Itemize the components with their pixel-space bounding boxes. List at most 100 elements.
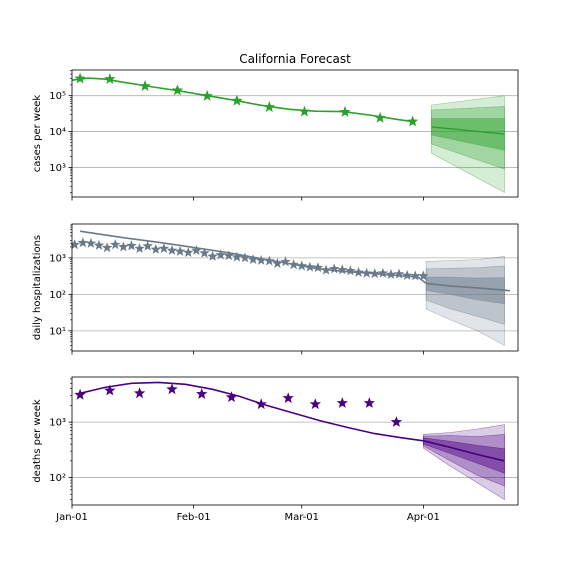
observed-point [85, 237, 97, 248]
observed-point [256, 255, 267, 265]
observed-point [361, 267, 372, 278]
observed-point [110, 239, 121, 250]
forecast-median-line [426, 282, 505, 291]
observed-point [304, 261, 316, 272]
observed-point [199, 247, 210, 258]
observed-point [215, 249, 226, 260]
y-axis-label: daily hospitalizations [32, 235, 43, 340]
observed-point [393, 268, 405, 279]
observed-point [101, 242, 113, 253]
observed-point [247, 254, 259, 264]
panel-1: 10¹ 10² 10³ daily hospitalizations [32, 223, 519, 355]
panels: 10³ 10⁴ 10⁵ cases per week 10¹ 10² 10³ daily ho… [32, 69, 519, 523]
observed-point [93, 239, 105, 250]
observed-point [207, 250, 218, 261]
y-tick-label: 10² [49, 473, 66, 484]
observed-point [369, 268, 380, 279]
observed-point [69, 239, 80, 250]
observed-point [201, 90, 213, 101]
plot-frame [71, 223, 519, 352]
observed-point [401, 270, 413, 280]
observed-point [312, 262, 324, 273]
observed-point [377, 267, 389, 278]
panel-2: 10² 10³ Jan-01 Feb-01 Mar-01 Apr-01 deaths per… [32, 376, 519, 523]
observed-point [231, 251, 243, 262]
y-tick-label: 10³ [49, 163, 66, 174]
observed-point [339, 106, 351, 117]
observed-point [150, 244, 161, 254]
observed-point [363, 397, 375, 408]
observed-point [104, 384, 116, 396]
observed-point [183, 247, 194, 257]
observed-point [406, 115, 419, 127]
observed-point [158, 243, 170, 253]
observed-point [410, 270, 421, 281]
observed-point [191, 245, 202, 255]
observed-point [336, 397, 348, 408]
plot-frame [71, 376, 519, 506]
observed-point [118, 241, 129, 252]
y-axis-label: cases per week [32, 95, 43, 173]
observed-point [263, 101, 275, 112]
observed-point [104, 73, 116, 84]
observed-point [77, 237, 88, 248]
x-tick-label: Mar-01 [284, 512, 319, 523]
forecast-band-95 [425, 256, 505, 346]
observed-point [139, 80, 151, 91]
observed-point [390, 416, 403, 427]
observed-point [239, 252, 251, 263]
forecast-band-80 [425, 265, 505, 325]
observed-point [74, 72, 86, 84]
observed-point [171, 84, 184, 96]
forecast-band-50 [423, 437, 505, 474]
observed-point [174, 246, 186, 256]
observed-point [223, 250, 234, 261]
y-tick-label: 10³ [49, 418, 66, 429]
observed-point [166, 383, 178, 395]
observed-point [231, 94, 243, 106]
forecast-median-line [423, 440, 505, 462]
observed-point [196, 388, 208, 399]
observed-point [337, 264, 348, 275]
observed-point [255, 398, 267, 410]
observed-point [345, 265, 356, 276]
observed-point [418, 270, 429, 281]
observed-point [126, 240, 137, 251]
chart-title: California Forecast [239, 52, 351, 66]
observed-point [353, 266, 364, 277]
forecast-band-95 [423, 424, 505, 501]
x-tick-label: Jan-01 [55, 512, 88, 523]
observed-point [225, 391, 238, 403]
forecast-median-line [431, 126, 505, 135]
observed-point [320, 264, 332, 275]
observed-point [280, 256, 291, 267]
y-tick-label: 10² [49, 290, 66, 301]
observed-point [298, 105, 311, 117]
panel-0: 10³ 10⁴ 10⁵ cases per week [32, 69, 519, 201]
observed-point [134, 243, 145, 253]
y-tick-label: 10¹ [49, 326, 66, 337]
observed-point [142, 240, 153, 251]
forecast-band-50 [431, 118, 505, 151]
observed-point [296, 260, 307, 271]
observed-point [329, 263, 340, 274]
x-tick-label: Apr-01 [407, 512, 440, 523]
x-tick-label: Feb-01 [177, 512, 211, 523]
observed-point [374, 111, 386, 123]
y-tick-label: 10⁵ [49, 91, 66, 102]
y-tick-label: 10⁴ [49, 127, 66, 138]
y-axis-label: deaths per week [32, 399, 43, 483]
observed-point [309, 398, 321, 410]
forecast-band-80 [423, 434, 505, 487]
fit-line [71, 77, 413, 123]
observed-point [133, 387, 146, 399]
observed-point [166, 245, 178, 255]
observed-point [74, 388, 86, 400]
observed-point [272, 258, 283, 268]
y-tick-label: 10³ [49, 253, 66, 264]
observed-point [385, 269, 397, 279]
observed-point [264, 255, 275, 266]
observed-point [288, 259, 299, 270]
forecast-band-50 [425, 276, 505, 305]
